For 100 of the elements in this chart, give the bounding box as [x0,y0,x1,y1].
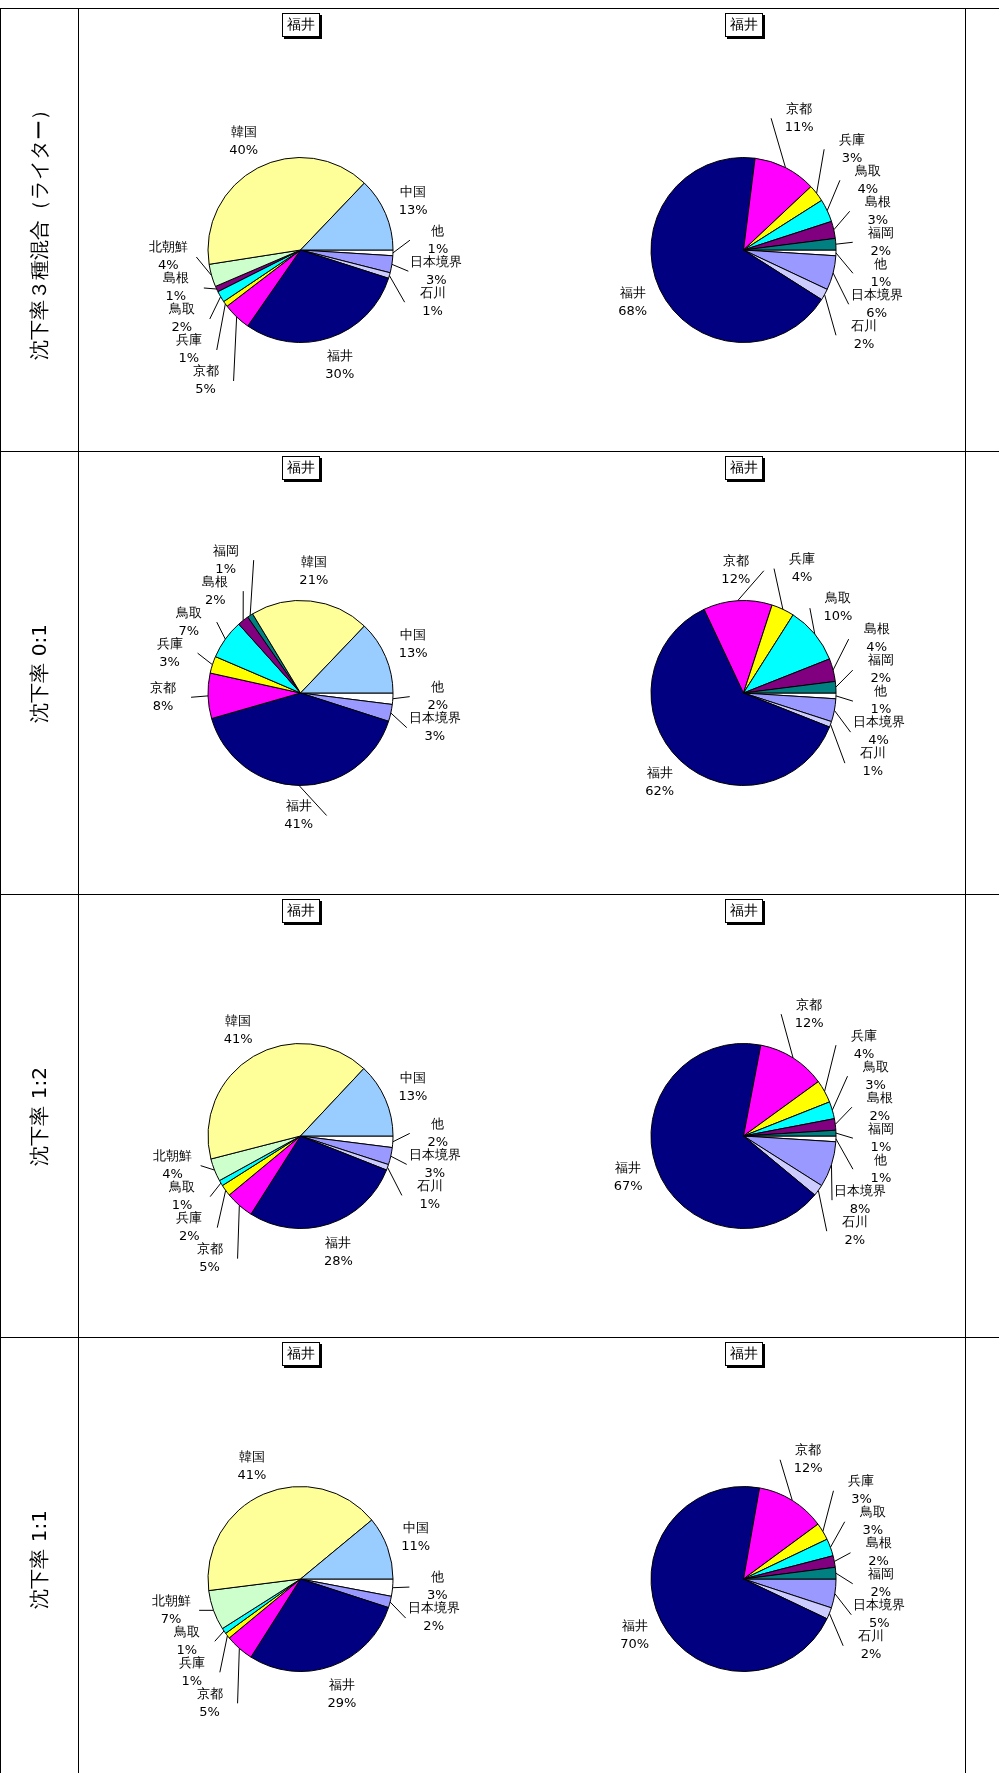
slice-label: 鳥取 [174,604,202,620]
slice-label: 日本境界 [853,1597,906,1613]
slice-label: 他 [431,222,445,238]
data-label: 28% [323,1252,353,1268]
data-label: 2% [870,242,892,258]
data-label: 4% [853,1045,875,1061]
chart-title: 福井 [724,899,763,923]
data-label: 21% [299,571,329,587]
slice-label: 福岡 [867,224,894,240]
slice-label: 島根 [162,270,189,286]
data-label: 6% [866,304,887,320]
slice-label: 福井 [329,1676,355,1692]
data-label: 2% [427,1133,449,1149]
legend-label: 他 [874,255,888,271]
data-label: 12% [793,1460,823,1476]
slice-label: 中国 [400,184,427,200]
slice-label: 福岡 [212,542,239,558]
slice-label: 中国 [402,1519,429,1535]
slice-label: 兵庫 [848,1473,875,1489]
data-label: 12% [721,571,751,587]
data-label: 3% [159,653,180,669]
slice-label: 他 [430,1569,444,1585]
data-label: 5% [195,381,216,397]
slice-label: 中国 [399,1069,426,1085]
slice-label: 島根 [865,1535,892,1551]
slice-label: 福井 [615,1159,642,1175]
slice-label: 鳥取 [861,1058,889,1074]
data-label: 1% [181,1672,203,1688]
chart-title: 福井 [281,899,320,923]
data-label: 67% [613,1177,643,1193]
slice-label: 兵庫 [175,332,202,348]
data-label: 5% [199,1703,220,1719]
slice-label: 鳥取 [167,301,195,317]
slice-label: 福井 [646,764,673,780]
chart-title: 福井 [281,13,320,37]
text: 沈下率 0:1 [26,623,52,723]
chart-title: 福井 [724,13,763,37]
data-label: 13% [398,645,428,661]
data-label: 2% [178,1228,200,1244]
legend-label: 日本境界 [408,710,461,725]
data-label: 1% [176,1641,198,1657]
chart-title: 福井 [281,456,320,480]
data-label: 7% [178,622,200,638]
slice-label: 韓国 [230,123,257,139]
data-label: 10% [823,608,853,624]
data-label: 7% [160,1610,182,1626]
data-label: 3% [426,271,447,287]
slice-label: 石川 [858,1628,885,1644]
slice-label: 日本境界 [834,1182,886,1198]
slice-label: 鳥取 [853,162,881,178]
slice-label: 石川 [419,284,446,300]
data-label: 3% [867,211,888,227]
slice-label: 兵庫 [176,1210,203,1226]
slice-label: 鳥取 [168,1179,196,1195]
data-label: 70% [620,1635,650,1651]
data-label: 41% [284,815,314,831]
slice-label: 島根 [866,1089,893,1105]
slice-label: 兵庫 [839,131,866,147]
slice-label: 福井 [325,1234,352,1250]
slice-label: 兵庫 [850,1027,877,1043]
text: 沈下率 1:1 [26,1509,52,1609]
slice-label: 韓国 [238,1448,265,1464]
data-label: 11% [401,1537,431,1553]
slice-label: 京都 [786,100,813,116]
slice-label: 他 [431,1115,445,1131]
slice-label: 他 [431,679,445,694]
data-label: 68% [618,302,648,318]
data-label: 41% [223,1030,253,1046]
data-label: 11% [784,118,814,134]
data-label: 5% [199,1259,220,1275]
slice-label: 福岡 [867,1566,894,1582]
data-label: 13% [398,202,428,218]
slice-label: 福井 [285,797,312,813]
slice-label: 福井 [621,1617,648,1633]
slice-label: 兵庫 [178,1654,205,1670]
slice-label: 鳥取 [858,1504,886,1520]
data-label: 2% [423,1618,444,1634]
slice-label: 福岡 [867,1120,894,1136]
slice-label: 島根 [863,621,890,637]
slice-label: 京都 [196,1241,223,1257]
data-label: 2% [844,1231,866,1247]
data-label: 29% [327,1694,357,1710]
data-label: 62% [645,782,675,798]
data-label: 4% [791,568,813,584]
data-label: 1% [870,1138,892,1154]
data-label: 2% [869,1107,891,1123]
data-label: 12% [794,1014,824,1030]
slice-label: 京都 [795,1442,822,1458]
slice-label: 石川 [841,1213,868,1229]
slice-label: 日本境界 [850,286,903,302]
slice-label: 石川 [859,745,886,761]
slice-label: 北朝鮮 [153,1148,193,1164]
slice-label: 福井 [326,348,353,364]
chart-title: 福井 [281,1342,320,1366]
data-label: 1% [870,273,892,289]
data-label: 3% [424,1164,445,1180]
data-label: 3% [841,149,863,165]
slice-label: 韓国 [225,1012,252,1028]
slice-label: 京都 [796,996,823,1012]
slice-label: 日本境界 [852,714,905,730]
